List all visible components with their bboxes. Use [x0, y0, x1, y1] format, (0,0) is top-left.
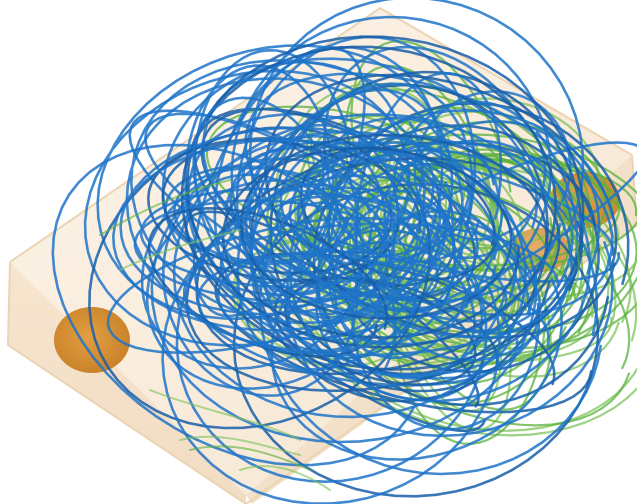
- blue-streamline: [150, 113, 574, 444]
- blue-streamline: [133, 187, 419, 303]
- blue-streamline: [250, 183, 418, 360]
- accent-streamlines: [99, 179, 580, 491]
- blue-streamline: [185, 141, 597, 393]
- blue-streamline: [180, 35, 585, 371]
- green-streamline: [274, 82, 458, 297]
- blue-streamline: [147, 206, 389, 358]
- blue-streamline: [285, 108, 615, 438]
- blue-streamline: [192, 96, 359, 296]
- wisp-streamline: [559, 199, 580, 301]
- blue-streamline: [299, 146, 498, 282]
- blue-streamlines: [51, 0, 637, 504]
- wisp-streamline: [99, 179, 231, 236]
- green-streamline: [306, 177, 631, 427]
- wisp-streamline: [179, 435, 301, 456]
- wisp-streamline: [189, 445, 311, 471]
- blue-streamline: [182, 222, 569, 357]
- wisp-streamline: [149, 389, 301, 441]
- blue-streamline: [201, 57, 562, 303]
- blue-streamline: [125, 58, 464, 354]
- wisp-streamline: [119, 229, 241, 271]
- blue-streamline: [270, 215, 563, 461]
- wisp-streamline: [239, 465, 331, 491]
- blue-streamline: [327, 189, 469, 360]
